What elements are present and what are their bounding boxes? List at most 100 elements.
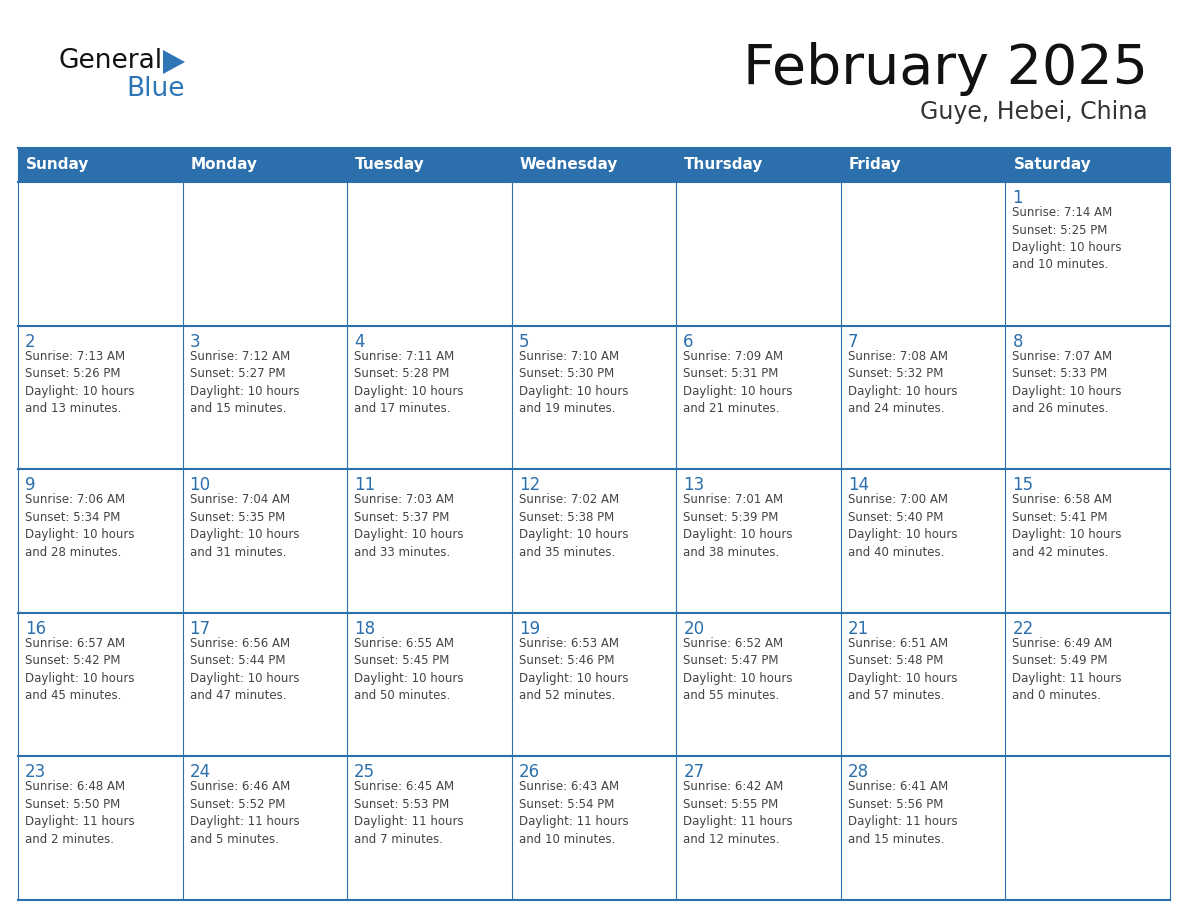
- Text: Sunrise: 7:07 AM
Sunset: 5:33 PM
Daylight: 10 hours
and 26 minutes.: Sunrise: 7:07 AM Sunset: 5:33 PM Dayligh…: [1012, 350, 1121, 415]
- Bar: [1005, 613, 1170, 756]
- Text: 15: 15: [1012, 476, 1034, 494]
- Text: Sunrise: 7:08 AM
Sunset: 5:32 PM
Daylight: 10 hours
and 24 minutes.: Sunrise: 7:08 AM Sunset: 5:32 PM Dayligh…: [848, 350, 958, 415]
- Bar: [183, 148, 347, 182]
- Bar: [347, 148, 512, 182]
- Text: 25: 25: [354, 764, 375, 781]
- Text: Sunrise: 7:13 AM
Sunset: 5:26 PM
Daylight: 10 hours
and 13 minutes.: Sunrise: 7:13 AM Sunset: 5:26 PM Dayligh…: [25, 350, 134, 415]
- Bar: [1005, 148, 1170, 182]
- Bar: [18, 613, 183, 756]
- Text: Sunrise: 7:01 AM
Sunset: 5:39 PM
Daylight: 10 hours
and 38 minutes.: Sunrise: 7:01 AM Sunset: 5:39 PM Dayligh…: [683, 493, 792, 559]
- Text: 10: 10: [190, 476, 210, 494]
- Text: 12: 12: [519, 476, 541, 494]
- Text: Sunrise: 7:10 AM
Sunset: 5:30 PM
Daylight: 10 hours
and 19 minutes.: Sunrise: 7:10 AM Sunset: 5:30 PM Dayligh…: [519, 350, 628, 415]
- Text: Sunrise: 7:09 AM
Sunset: 5:31 PM
Daylight: 10 hours
and 21 minutes.: Sunrise: 7:09 AM Sunset: 5:31 PM Dayligh…: [683, 350, 792, 415]
- Text: 18: 18: [354, 620, 375, 638]
- Bar: [676, 613, 841, 756]
- Text: Sunrise: 6:58 AM
Sunset: 5:41 PM
Daylight: 10 hours
and 42 minutes.: Sunrise: 6:58 AM Sunset: 5:41 PM Dayligh…: [1012, 493, 1121, 559]
- Text: 5: 5: [519, 332, 529, 351]
- Text: Sunrise: 7:03 AM
Sunset: 5:37 PM
Daylight: 10 hours
and 33 minutes.: Sunrise: 7:03 AM Sunset: 5:37 PM Dayligh…: [354, 493, 463, 559]
- Polygon shape: [163, 50, 185, 74]
- Text: Sunrise: 6:43 AM
Sunset: 5:54 PM
Daylight: 11 hours
and 10 minutes.: Sunrise: 6:43 AM Sunset: 5:54 PM Dayligh…: [519, 780, 628, 845]
- Bar: [183, 182, 347, 326]
- Text: Tuesday: Tuesday: [355, 158, 425, 173]
- Bar: [183, 326, 347, 469]
- Bar: [347, 182, 512, 326]
- Text: Friday: Friday: [849, 158, 902, 173]
- Text: Sunrise: 6:41 AM
Sunset: 5:56 PM
Daylight: 11 hours
and 15 minutes.: Sunrise: 6:41 AM Sunset: 5:56 PM Dayligh…: [848, 780, 958, 845]
- Text: Sunrise: 6:52 AM
Sunset: 5:47 PM
Daylight: 10 hours
and 55 minutes.: Sunrise: 6:52 AM Sunset: 5:47 PM Dayligh…: [683, 637, 792, 702]
- Bar: [512, 469, 676, 613]
- Bar: [347, 613, 512, 756]
- Text: General: General: [58, 48, 162, 74]
- Text: 16: 16: [25, 620, 46, 638]
- Bar: [676, 469, 841, 613]
- Bar: [183, 756, 347, 900]
- Bar: [676, 326, 841, 469]
- Bar: [841, 326, 1005, 469]
- Text: 4: 4: [354, 332, 365, 351]
- Bar: [347, 469, 512, 613]
- Text: Sunrise: 7:14 AM
Sunset: 5:25 PM
Daylight: 10 hours
and 10 minutes.: Sunrise: 7:14 AM Sunset: 5:25 PM Dayligh…: [1012, 206, 1121, 272]
- Text: Sunrise: 7:06 AM
Sunset: 5:34 PM
Daylight: 10 hours
and 28 minutes.: Sunrise: 7:06 AM Sunset: 5:34 PM Dayligh…: [25, 493, 134, 559]
- Text: Thursday: Thursday: [684, 158, 764, 173]
- Bar: [841, 756, 1005, 900]
- Text: 7: 7: [848, 332, 859, 351]
- Text: Sunrise: 6:49 AM
Sunset: 5:49 PM
Daylight: 11 hours
and 0 minutes.: Sunrise: 6:49 AM Sunset: 5:49 PM Dayligh…: [1012, 637, 1121, 702]
- Text: 14: 14: [848, 476, 868, 494]
- Text: 8: 8: [1012, 332, 1023, 351]
- Text: Sunrise: 7:02 AM
Sunset: 5:38 PM
Daylight: 10 hours
and 35 minutes.: Sunrise: 7:02 AM Sunset: 5:38 PM Dayligh…: [519, 493, 628, 559]
- Bar: [18, 182, 183, 326]
- Bar: [347, 756, 512, 900]
- Text: February 2025: February 2025: [742, 42, 1148, 96]
- Text: 28: 28: [848, 764, 868, 781]
- Text: 23: 23: [25, 764, 46, 781]
- Text: Monday: Monday: [190, 158, 258, 173]
- Text: Sunrise: 6:45 AM
Sunset: 5:53 PM
Daylight: 11 hours
and 7 minutes.: Sunrise: 6:45 AM Sunset: 5:53 PM Dayligh…: [354, 780, 463, 845]
- Bar: [676, 756, 841, 900]
- Bar: [1005, 756, 1170, 900]
- Text: 24: 24: [190, 764, 210, 781]
- Text: 20: 20: [683, 620, 704, 638]
- Text: Guye, Hebei, China: Guye, Hebei, China: [921, 100, 1148, 124]
- Text: Sunday: Sunday: [26, 158, 89, 173]
- Text: 19: 19: [519, 620, 539, 638]
- Text: Sunrise: 7:11 AM
Sunset: 5:28 PM
Daylight: 10 hours
and 17 minutes.: Sunrise: 7:11 AM Sunset: 5:28 PM Dayligh…: [354, 350, 463, 415]
- Text: 2: 2: [25, 332, 36, 351]
- Text: Sunrise: 6:48 AM
Sunset: 5:50 PM
Daylight: 11 hours
and 2 minutes.: Sunrise: 6:48 AM Sunset: 5:50 PM Dayligh…: [25, 780, 134, 845]
- Text: 21: 21: [848, 620, 870, 638]
- Bar: [18, 756, 183, 900]
- Text: Sunrise: 6:53 AM
Sunset: 5:46 PM
Daylight: 10 hours
and 52 minutes.: Sunrise: 6:53 AM Sunset: 5:46 PM Dayligh…: [519, 637, 628, 702]
- Text: 11: 11: [354, 476, 375, 494]
- Bar: [1005, 182, 1170, 326]
- Bar: [841, 148, 1005, 182]
- Bar: [512, 182, 676, 326]
- Text: Wednesday: Wednesday: [519, 158, 618, 173]
- Bar: [676, 148, 841, 182]
- Bar: [347, 326, 512, 469]
- Bar: [512, 326, 676, 469]
- Text: 6: 6: [683, 332, 694, 351]
- Text: 27: 27: [683, 764, 704, 781]
- Bar: [512, 756, 676, 900]
- Bar: [512, 613, 676, 756]
- Text: 13: 13: [683, 476, 704, 494]
- Text: Sunrise: 6:56 AM
Sunset: 5:44 PM
Daylight: 10 hours
and 47 minutes.: Sunrise: 6:56 AM Sunset: 5:44 PM Dayligh…: [190, 637, 299, 702]
- Text: 22: 22: [1012, 620, 1034, 638]
- Text: Blue: Blue: [126, 76, 184, 102]
- Bar: [18, 469, 183, 613]
- Bar: [183, 469, 347, 613]
- Text: Sunrise: 7:00 AM
Sunset: 5:40 PM
Daylight: 10 hours
and 40 minutes.: Sunrise: 7:00 AM Sunset: 5:40 PM Dayligh…: [848, 493, 958, 559]
- Bar: [841, 469, 1005, 613]
- Bar: [1005, 469, 1170, 613]
- Bar: [512, 148, 676, 182]
- Bar: [1005, 326, 1170, 469]
- Bar: [183, 613, 347, 756]
- Bar: [841, 613, 1005, 756]
- Text: 1: 1: [1012, 189, 1023, 207]
- Bar: [841, 182, 1005, 326]
- Text: Sunrise: 6:57 AM
Sunset: 5:42 PM
Daylight: 10 hours
and 45 minutes.: Sunrise: 6:57 AM Sunset: 5:42 PM Dayligh…: [25, 637, 134, 702]
- Text: Sunrise: 6:42 AM
Sunset: 5:55 PM
Daylight: 11 hours
and 12 minutes.: Sunrise: 6:42 AM Sunset: 5:55 PM Dayligh…: [683, 780, 792, 845]
- Text: Sunrise: 6:51 AM
Sunset: 5:48 PM
Daylight: 10 hours
and 57 minutes.: Sunrise: 6:51 AM Sunset: 5:48 PM Dayligh…: [848, 637, 958, 702]
- Text: Sunrise: 6:46 AM
Sunset: 5:52 PM
Daylight: 11 hours
and 5 minutes.: Sunrise: 6:46 AM Sunset: 5:52 PM Dayligh…: [190, 780, 299, 845]
- Text: 26: 26: [519, 764, 539, 781]
